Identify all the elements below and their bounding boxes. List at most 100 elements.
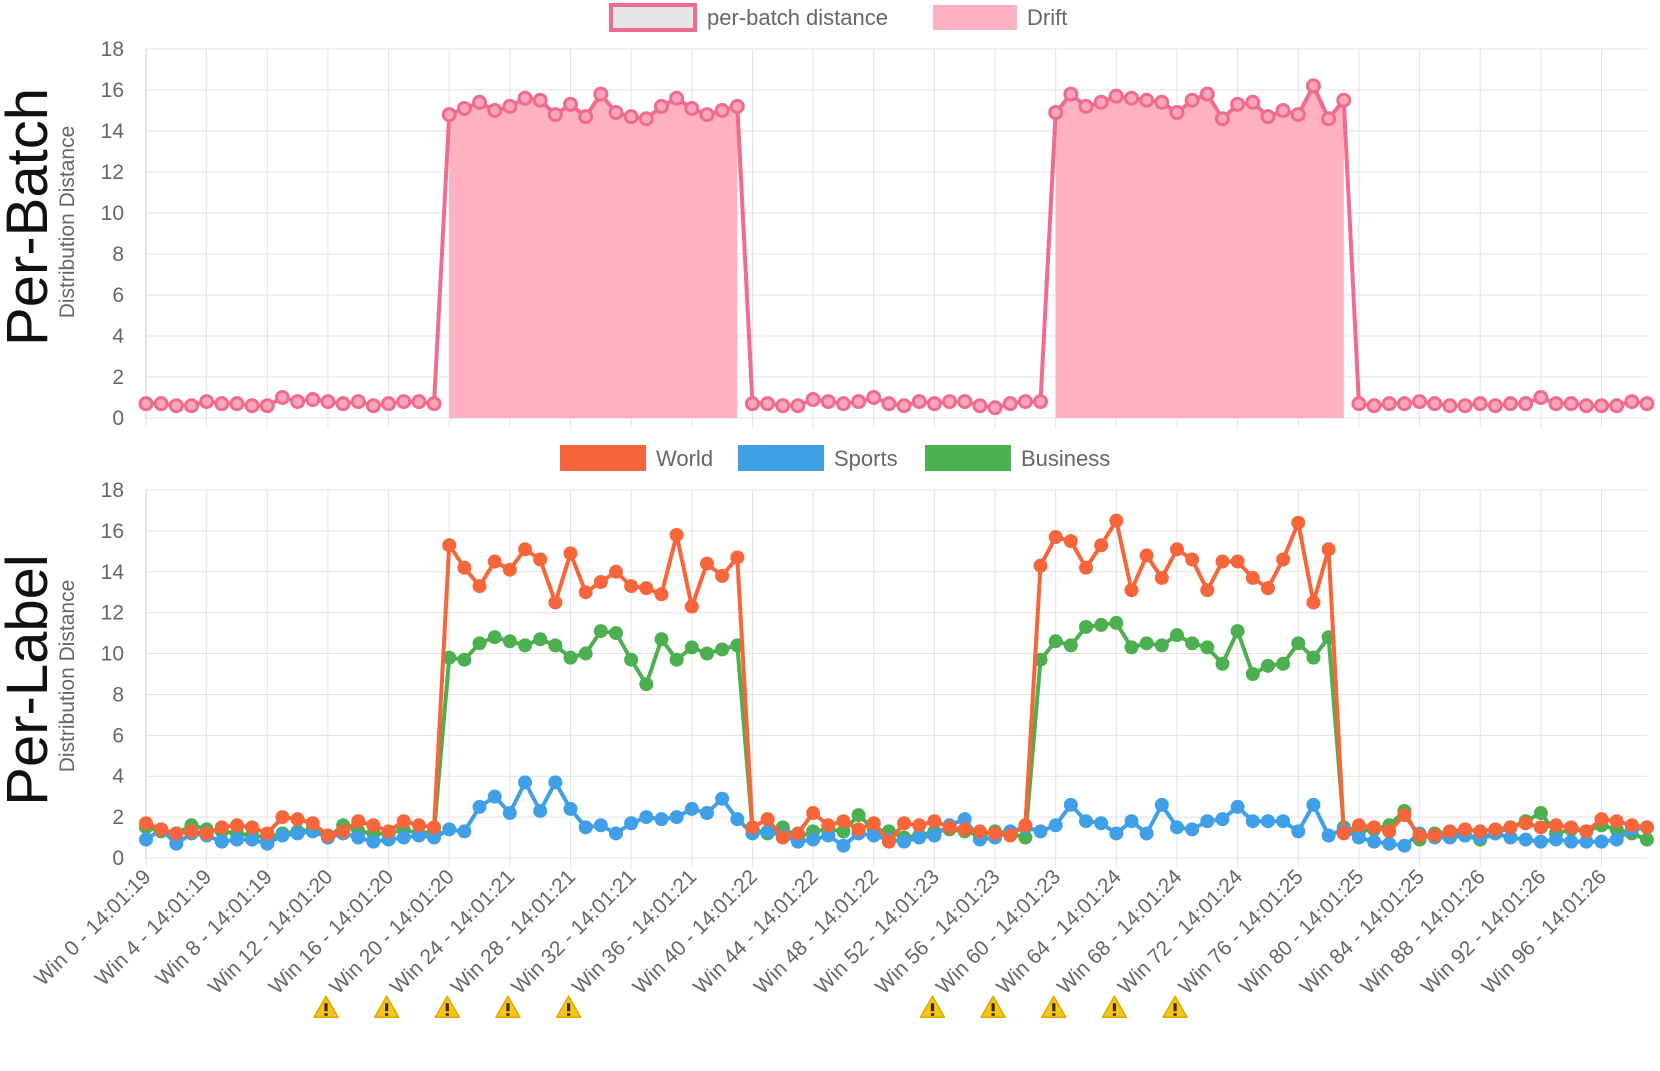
- per-batch-point[interactable]: [1457, 398, 1473, 414]
- world-point[interactable]: [730, 550, 745, 565]
- sports-point[interactable]: [1549, 832, 1564, 847]
- world-point[interactable]: [1336, 826, 1351, 841]
- sports-point[interactable]: [1124, 814, 1139, 829]
- per-batch-point[interactable]: [1351, 396, 1367, 412]
- business-point[interactable]: [1124, 640, 1139, 655]
- business-point[interactable]: [1230, 624, 1245, 639]
- world-point[interactable]: [836, 814, 851, 829]
- sports-point[interactable]: [1169, 820, 1184, 835]
- per-batch-point[interactable]: [1487, 398, 1503, 414]
- world-point[interactable]: [396, 814, 411, 829]
- per-batch-point[interactable]: [1412, 394, 1428, 410]
- per-batch-point[interactable]: [744, 396, 760, 412]
- per-batch-point[interactable]: [1260, 109, 1276, 125]
- per-batch-point[interactable]: [729, 98, 745, 114]
- per-batch-point[interactable]: [1184, 92, 1200, 108]
- per-batch-point[interactable]: [1017, 394, 1033, 410]
- world-point[interactable]: [548, 595, 563, 610]
- world-point[interactable]: [912, 818, 927, 833]
- sports-point[interactable]: [669, 810, 684, 825]
- sports-point[interactable]: [1063, 797, 1078, 812]
- per-label-legend[interactable]: World Sports Business: [560, 445, 1110, 471]
- per-batch-point[interactable]: [638, 111, 654, 127]
- world-point[interactable]: [972, 824, 987, 839]
- world-point[interactable]: [1109, 513, 1124, 528]
- world-point[interactable]: [1063, 534, 1078, 549]
- sports-point[interactable]: [487, 789, 502, 804]
- per-batch-point[interactable]: [957, 394, 973, 410]
- sports-point[interactable]: [821, 828, 836, 843]
- legend-label-drift[interactable]: Drift: [1027, 5, 1067, 30]
- sports-point[interactable]: [1609, 832, 1624, 847]
- per-batch-point[interactable]: [760, 396, 776, 412]
- sports-point[interactable]: [1276, 814, 1291, 829]
- world-point[interactable]: [1124, 583, 1139, 598]
- world-point[interactable]: [1564, 820, 1579, 835]
- world-point[interactable]: [1185, 552, 1200, 567]
- world-point[interactable]: [1382, 824, 1397, 839]
- per-batch-point[interactable]: [1503, 396, 1519, 412]
- per-batch-point[interactable]: [699, 107, 715, 123]
- per-batch-point[interactable]: [1427, 396, 1443, 412]
- per-batch-point[interactable]: [1639, 396, 1655, 412]
- world-point[interactable]: [502, 562, 517, 577]
- per-batch-point[interactable]: [942, 394, 958, 410]
- world-point[interactable]: [1503, 820, 1518, 835]
- per-batch-point[interactable]: [1199, 86, 1215, 102]
- per-batch-point[interactable]: [1321, 111, 1337, 127]
- world-point[interactable]: [1624, 818, 1639, 833]
- world-point[interactable]: [139, 816, 153, 831]
- world-point[interactable]: [457, 560, 472, 575]
- sports-point[interactable]: [578, 820, 593, 835]
- world-point[interactable]: [275, 810, 290, 825]
- world-point[interactable]: [745, 820, 760, 835]
- world-point[interactable]: [1094, 538, 1109, 553]
- business-point[interactable]: [1306, 650, 1321, 665]
- per-batch-point[interactable]: [1533, 390, 1549, 405]
- world-point[interactable]: [669, 527, 684, 542]
- per-batch-point[interactable]: [381, 396, 397, 412]
- world-point[interactable]: [624, 579, 639, 594]
- world-point[interactable]: [1442, 824, 1457, 839]
- sports-point[interactable]: [1185, 822, 1200, 837]
- business-point[interactable]: [1185, 636, 1200, 651]
- legend-label-per-batch-distance[interactable]: per-batch distance: [707, 5, 888, 30]
- sports-point[interactable]: [897, 834, 912, 849]
- per-batch-point[interactable]: [365, 398, 381, 414]
- per-batch-point[interactable]: [214, 396, 230, 412]
- sports-point[interactable]: [836, 838, 851, 853]
- per-batch-point[interactable]: [653, 98, 669, 114]
- world-point[interactable]: [442, 538, 457, 553]
- world-point[interactable]: [1003, 828, 1018, 843]
- per-batch-point[interactable]: [1048, 105, 1064, 121]
- world-point[interactable]: [518, 542, 533, 557]
- legend-swatch-drift[interactable]: [933, 5, 1017, 30]
- per-batch-point[interactable]: [183, 398, 199, 414]
- world-point[interactable]: [1488, 822, 1503, 837]
- world-point[interactable]: [1048, 530, 1063, 545]
- sports-point[interactable]: [684, 801, 699, 816]
- legend-swatch-business[interactable]: [925, 445, 1011, 471]
- sports-point[interactable]: [624, 816, 639, 831]
- sports-point[interactable]: [1533, 834, 1548, 849]
- world-point[interactable]: [760, 812, 775, 827]
- world-point[interactable]: [715, 568, 730, 583]
- business-point[interactable]: [1200, 640, 1215, 655]
- world-point[interactable]: [1640, 820, 1654, 835]
- per-batch-point[interactable]: [1472, 396, 1488, 412]
- per-batch-point[interactable]: [1169, 105, 1185, 121]
- business-point[interactable]: [1245, 667, 1260, 681]
- world-point[interactable]: [427, 820, 442, 835]
- per-batch-point[interactable]: [1002, 396, 1018, 412]
- per-batch-point[interactable]: [1154, 94, 1170, 110]
- world-point[interactable]: [229, 818, 244, 833]
- per-batch-point[interactable]: [1366, 398, 1382, 414]
- per-batch-point[interactable]: [1305, 78, 1321, 94]
- sports-point[interactable]: [502, 806, 517, 821]
- sports-point[interactable]: [1367, 834, 1382, 849]
- world-point[interactable]: [1215, 554, 1230, 569]
- world-point[interactable]: [381, 824, 396, 839]
- business-point[interactable]: [1139, 636, 1154, 651]
- per-batch-point[interactable]: [866, 390, 882, 405]
- per-batch-point[interactable]: [1033, 394, 1049, 410]
